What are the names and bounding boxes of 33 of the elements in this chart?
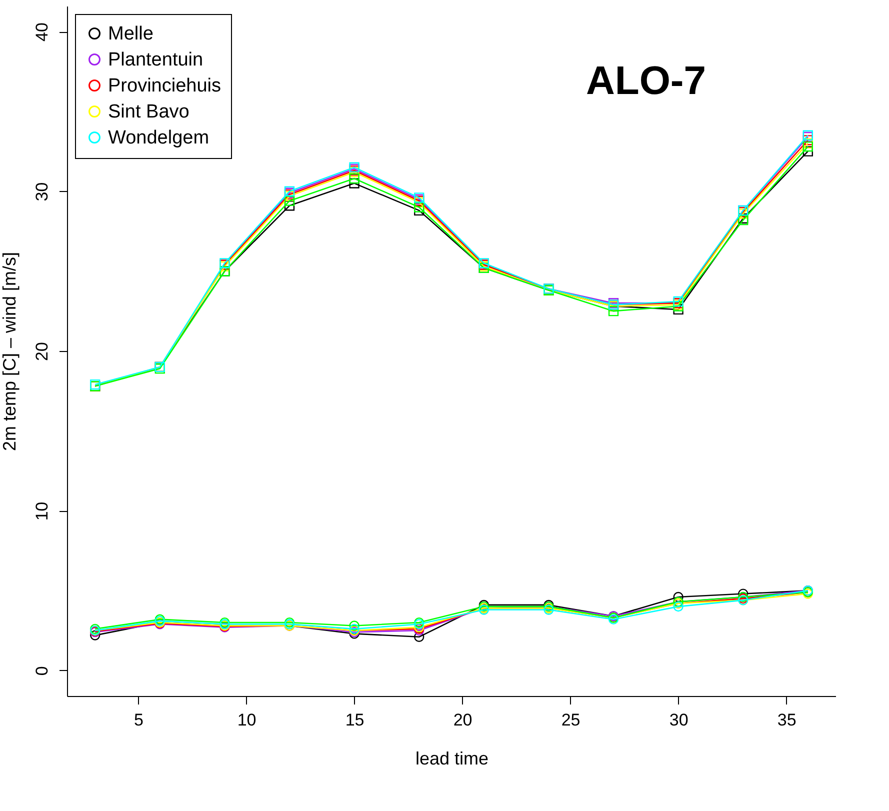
x-tick-label: 10 [237,710,256,730]
point [349,173,360,184]
text: ALO-7 [586,59,706,103]
legend-label: Provinciehuis [108,76,221,96]
x-axis-title: lead time [415,748,489,768]
point [90,630,100,640]
point [414,632,424,642]
point [284,200,295,211]
point [349,620,360,631]
point [673,601,684,612]
x-tick-label: 5 [134,710,144,730]
y-tick-label: 30 [32,182,52,202]
point [673,592,684,602]
y-tick-label: 0 [32,666,52,676]
point [608,306,619,316]
point [802,141,813,152]
x-tick-label: 30 [669,710,688,730]
point [349,178,360,188]
y-tick-label: 10 [32,502,52,521]
legend-label: Melle [108,24,154,44]
x-tick-label: 25 [561,710,580,730]
x-tick-label: 35 [777,710,796,730]
y-tick-label: 20 [32,342,52,361]
x-tick-label: 15 [345,710,364,730]
point [284,196,295,206]
legend-label: Plantentuin [108,50,204,70]
legend-label: Wondelgem [108,128,210,148]
point [414,202,424,212]
x-tick-label: 20 [453,710,472,730]
y-axis-title: 2m temp [C] – wind [m/s] [0,252,20,452]
point [738,588,748,599]
legend-label: Sint Bavo [108,102,190,122]
y-tick-label: 40 [32,22,52,42]
